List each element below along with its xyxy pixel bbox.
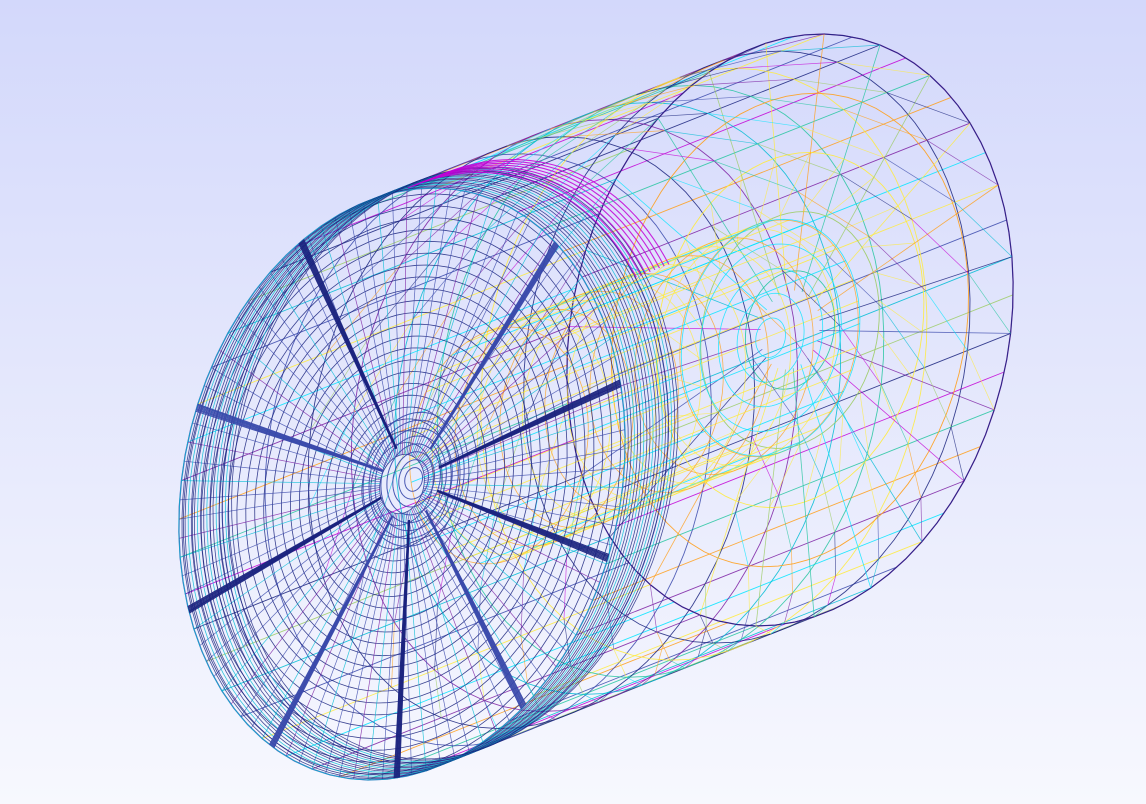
mesh-front-end (178, 159, 679, 781)
mesh-inner-core (409, 218, 861, 565)
mesh-radial-blades (187, 239, 622, 779)
